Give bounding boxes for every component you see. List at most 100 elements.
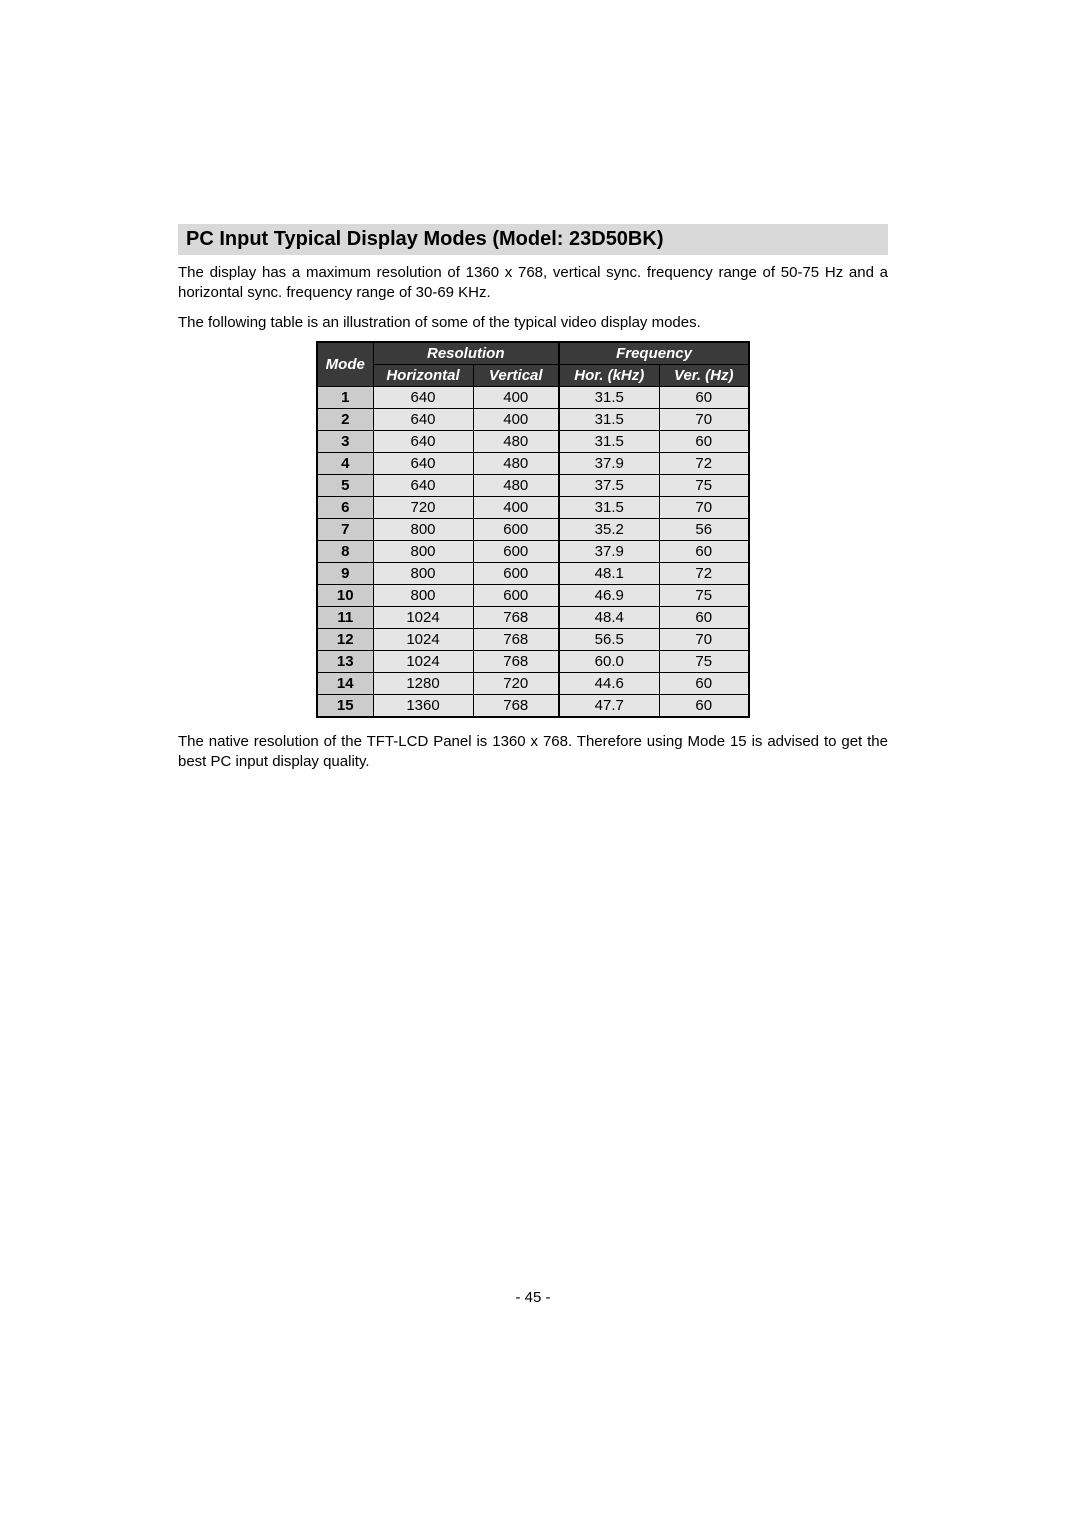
table-row: 780060035.256 xyxy=(317,518,749,540)
cell-ver-hz: 60 xyxy=(659,540,749,562)
cell-vertical: 768 xyxy=(473,606,559,628)
cell-horizontal: 640 xyxy=(373,386,473,408)
cell-ver-hz: 60 xyxy=(659,694,749,717)
table-row: 13102476860.075 xyxy=(317,650,749,672)
cell-ver-hz: 60 xyxy=(659,606,749,628)
table-row: 464048037.972 xyxy=(317,452,749,474)
table-row: 564048037.575 xyxy=(317,474,749,496)
cell-hor-khz: 48.4 xyxy=(559,606,659,628)
cell-vertical: 480 xyxy=(473,430,559,452)
display-modes-table: Mode Resolution Frequency Horizontal Ver… xyxy=(316,341,750,718)
cell-mode: 1 xyxy=(317,386,373,408)
cell-hor-khz: 48.1 xyxy=(559,562,659,584)
cell-ver-hz: 56 xyxy=(659,518,749,540)
cell-horizontal: 640 xyxy=(373,474,473,496)
table-row: 980060048.172 xyxy=(317,562,749,584)
cell-horizontal: 640 xyxy=(373,452,473,474)
table-row: 164040031.560 xyxy=(317,386,749,408)
cell-hor-khz: 31.5 xyxy=(559,386,659,408)
table-row: 14128072044.660 xyxy=(317,672,749,694)
cell-horizontal: 640 xyxy=(373,430,473,452)
cell-horizontal: 800 xyxy=(373,584,473,606)
cell-mode: 6 xyxy=(317,496,373,518)
cell-hor-khz: 47.7 xyxy=(559,694,659,717)
cell-hor-khz: 37.9 xyxy=(559,452,659,474)
header-mode: Mode xyxy=(317,342,373,387)
cell-hor-khz: 60.0 xyxy=(559,650,659,672)
cell-mode: 9 xyxy=(317,562,373,584)
cell-mode: 14 xyxy=(317,672,373,694)
cell-horizontal: 800 xyxy=(373,562,473,584)
cell-ver-hz: 72 xyxy=(659,452,749,474)
cell-mode: 5 xyxy=(317,474,373,496)
cell-vertical: 480 xyxy=(473,452,559,474)
cell-vertical: 600 xyxy=(473,518,559,540)
cell-vertical: 400 xyxy=(473,386,559,408)
cell-hor-khz: 35.2 xyxy=(559,518,659,540)
table-row: 12102476856.570 xyxy=(317,628,749,650)
cell-horizontal: 1280 xyxy=(373,672,473,694)
table-row: 1080060046.975 xyxy=(317,584,749,606)
cell-mode: 15 xyxy=(317,694,373,717)
cell-horizontal: 1024 xyxy=(373,650,473,672)
cell-mode: 11 xyxy=(317,606,373,628)
table-intro-paragraph: The following table is an illustration o… xyxy=(178,314,888,331)
cell-vertical: 600 xyxy=(473,584,559,606)
cell-vertical: 600 xyxy=(473,562,559,584)
cell-hor-khz: 31.5 xyxy=(559,408,659,430)
cell-vertical: 480 xyxy=(473,474,559,496)
cell-vertical: 768 xyxy=(473,628,559,650)
table-row: 11102476848.460 xyxy=(317,606,749,628)
header-horizontal: Horizontal xyxy=(373,364,473,386)
cell-mode: 10 xyxy=(317,584,373,606)
cell-vertical: 400 xyxy=(473,408,559,430)
cell-mode: 4 xyxy=(317,452,373,474)
cell-horizontal: 1024 xyxy=(373,606,473,628)
cell-mode: 2 xyxy=(317,408,373,430)
cell-mode: 8 xyxy=(317,540,373,562)
cell-horizontal: 720 xyxy=(373,496,473,518)
header-hor-khz: Hor. (kHz) xyxy=(559,364,659,386)
table-container: Mode Resolution Frequency Horizontal Ver… xyxy=(178,341,888,718)
cell-mode: 3 xyxy=(317,430,373,452)
cell-vertical: 720 xyxy=(473,672,559,694)
cell-mode: 7 xyxy=(317,518,373,540)
cell-ver-hz: 72 xyxy=(659,562,749,584)
cell-hor-khz: 37.5 xyxy=(559,474,659,496)
cell-hor-khz: 44.6 xyxy=(559,672,659,694)
page-number: - 45 - xyxy=(178,1289,888,1306)
cell-mode: 13 xyxy=(317,650,373,672)
intro-paragraph: The display has a maximum resolution of … xyxy=(178,263,888,304)
cell-hor-khz: 46.9 xyxy=(559,584,659,606)
cell-hor-khz: 37.9 xyxy=(559,540,659,562)
header-ver-hz: Ver. (Hz) xyxy=(659,364,749,386)
cell-horizontal: 1360 xyxy=(373,694,473,717)
document-page: PC Input Typical Display Modes (Model: 2… xyxy=(178,224,888,772)
cell-hor-khz: 31.5 xyxy=(559,496,659,518)
cell-ver-hz: 60 xyxy=(659,672,749,694)
cell-ver-hz: 75 xyxy=(659,474,749,496)
table-row: 880060037.960 xyxy=(317,540,749,562)
cell-ver-hz: 70 xyxy=(659,628,749,650)
cell-mode: 12 xyxy=(317,628,373,650)
cell-ver-hz: 75 xyxy=(659,650,749,672)
cell-vertical: 768 xyxy=(473,694,559,717)
cell-horizontal: 800 xyxy=(373,518,473,540)
cell-ver-hz: 60 xyxy=(659,386,749,408)
table-row: 15136076847.760 xyxy=(317,694,749,717)
cell-horizontal: 640 xyxy=(373,408,473,430)
table-row: 672040031.570 xyxy=(317,496,749,518)
cell-hor-khz: 56.5 xyxy=(559,628,659,650)
cell-hor-khz: 31.5 xyxy=(559,430,659,452)
cell-vertical: 400 xyxy=(473,496,559,518)
cell-vertical: 768 xyxy=(473,650,559,672)
header-vertical: Vertical xyxy=(473,364,559,386)
cell-horizontal: 1024 xyxy=(373,628,473,650)
cell-ver-hz: 70 xyxy=(659,496,749,518)
section-title-bar: PC Input Typical Display Modes (Model: 2… xyxy=(178,224,888,255)
cell-ver-hz: 70 xyxy=(659,408,749,430)
cell-horizontal: 800 xyxy=(373,540,473,562)
cell-ver-hz: 75 xyxy=(659,584,749,606)
cell-ver-hz: 60 xyxy=(659,430,749,452)
table-body: 164040031.560264040031.570364048031.5604… xyxy=(317,386,749,717)
